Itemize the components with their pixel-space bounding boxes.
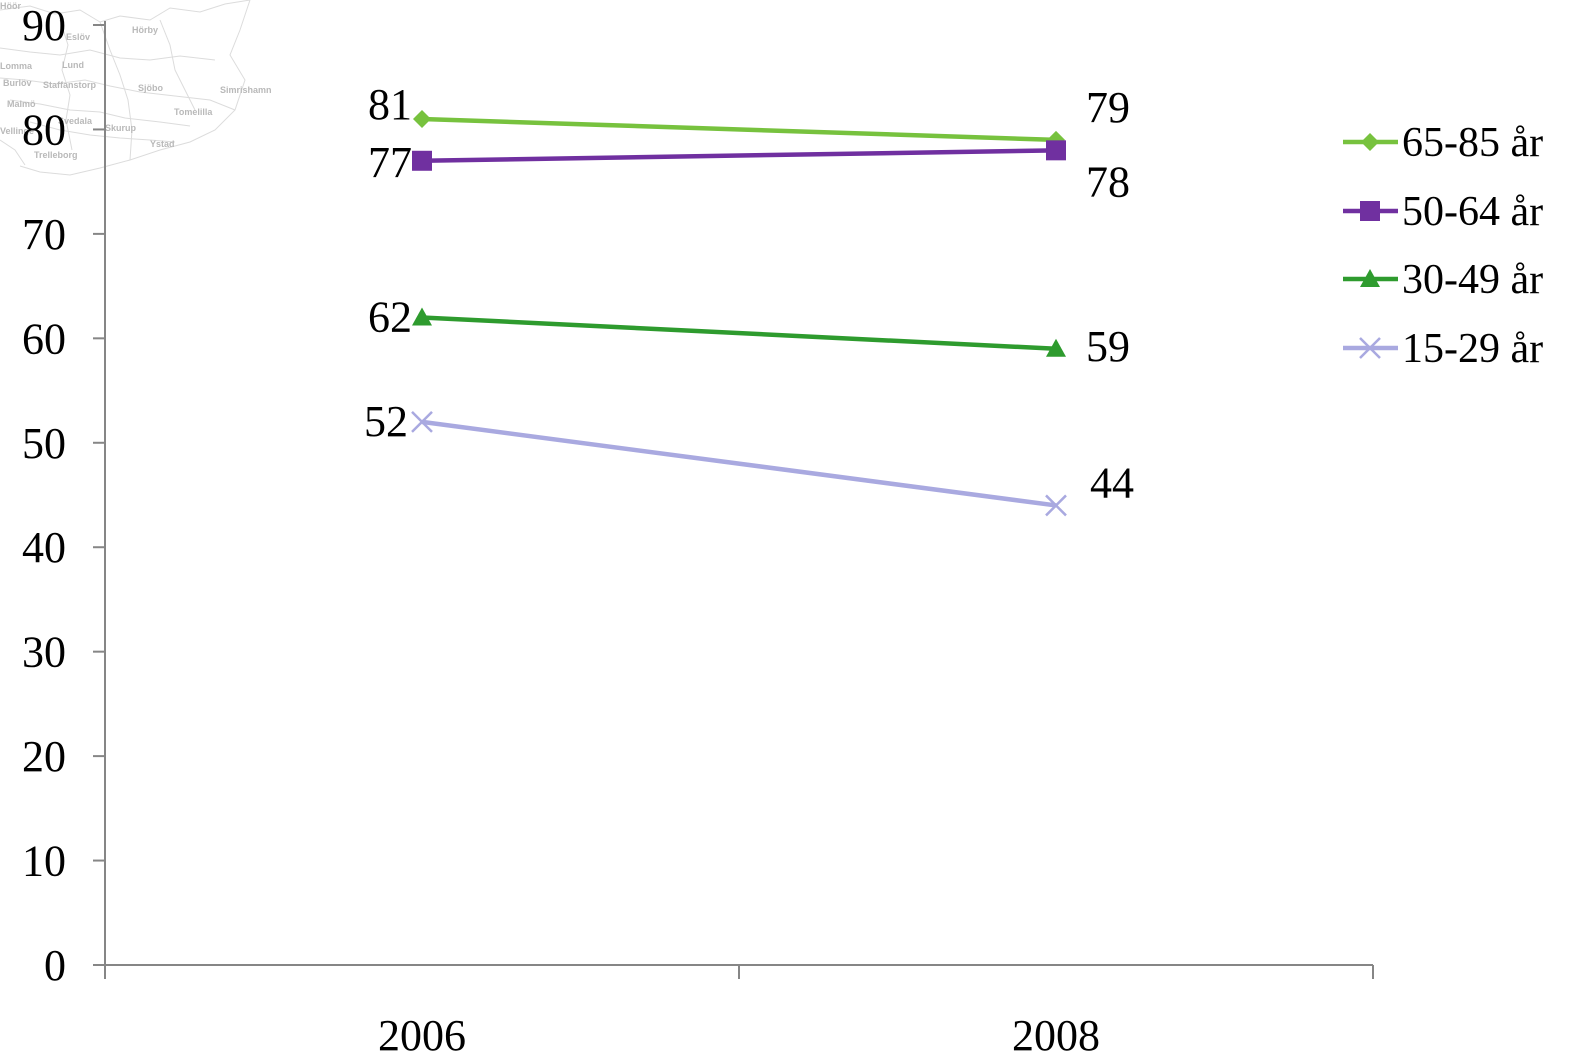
data-label: 77 xyxy=(368,138,412,187)
map-place-label: Lund xyxy=(62,60,84,70)
series-line xyxy=(421,148,1057,164)
y-tick-label: 40 xyxy=(22,523,66,572)
map-place-label: Höör xyxy=(0,1,21,11)
map-place-label: Ystad xyxy=(150,139,175,149)
map-place-label: Simrishamn xyxy=(220,85,272,95)
map-place-label: Hörby xyxy=(132,25,158,35)
data-label: 44 xyxy=(1090,458,1134,507)
data-point xyxy=(411,411,433,433)
legend-item: 65-85 år xyxy=(1343,120,1543,166)
chart-axes: 0 10 20 30 40 50 60 70 80 90 2006 2008 xyxy=(22,1,1374,1060)
legend-label: 15-29 år xyxy=(1402,326,1543,372)
legend-marker xyxy=(1359,337,1381,359)
y-tick-label: 20 xyxy=(22,732,66,781)
legend-item: 15-29 år xyxy=(1343,326,1543,372)
y-tick-label: 0 xyxy=(44,941,66,990)
x-tick-label: 2008 xyxy=(1012,1011,1100,1060)
data-label: 52 xyxy=(364,397,408,446)
data-label: 79 xyxy=(1086,83,1130,132)
map-place-label: Svedala xyxy=(58,116,93,126)
y-tick-label: 10 xyxy=(22,837,66,886)
map-border xyxy=(0,77,236,111)
y-tick-label: 70 xyxy=(22,210,66,259)
y-tick-label: 90 xyxy=(22,1,66,50)
map-border xyxy=(0,139,26,166)
x-tick-label: 2006 xyxy=(378,1011,466,1060)
map-place-label: Sjöbo xyxy=(138,83,163,93)
series-50-64-r xyxy=(412,140,1066,171)
data-point xyxy=(1046,338,1066,357)
data-label: 59 xyxy=(1086,322,1130,371)
data-point xyxy=(412,307,432,326)
map-border xyxy=(159,19,196,111)
y-tick-label: 50 xyxy=(22,419,66,468)
map-place-label: Eslöv xyxy=(66,32,90,42)
map-watermark: Höör Hörby Eslöv Lomma Lund Burlöv Staffanstor… xyxy=(0,0,272,176)
series-line xyxy=(421,315,1057,352)
y-tick-label: 80 xyxy=(22,105,66,154)
map-border xyxy=(0,0,251,23)
map-place-label: Vellinge xyxy=(0,126,34,136)
legend-label: 65-85 år xyxy=(1402,120,1543,166)
legend-item: 30-49 år xyxy=(1343,257,1543,303)
map-place-label: Tomelilla xyxy=(174,107,213,117)
map-place-label: Skurup xyxy=(105,123,137,133)
legend-label: 50-64 år xyxy=(1402,189,1543,235)
legend-label: 30-49 år xyxy=(1402,257,1543,303)
map-place-label: Malmö xyxy=(7,99,36,109)
legend-marker xyxy=(1361,133,1379,151)
map-border xyxy=(9,99,191,127)
map-place-label: Lomma xyxy=(0,61,33,71)
map-place-label: Burlöv xyxy=(3,78,32,88)
series-65-85-r xyxy=(413,110,1065,149)
y-tick-label: 60 xyxy=(22,314,66,363)
series-15-29-r xyxy=(411,411,1067,517)
series-30-49-r xyxy=(412,307,1066,357)
map-place-label: Staffanstorp xyxy=(43,80,97,90)
data-label: 81 xyxy=(368,80,412,129)
legend: 65-85 år 50-64 år 30-49 år 15-29 år xyxy=(1343,120,1543,372)
map-border xyxy=(99,21,133,161)
data-labels: 81 79 77 78 62 59 52 44 xyxy=(364,80,1134,507)
series-line xyxy=(421,419,1057,508)
data-point xyxy=(1045,494,1067,517)
legend-marker xyxy=(1360,269,1380,287)
map-place-label: Trelleborg xyxy=(34,150,78,160)
data-label: 78 xyxy=(1086,157,1130,206)
series-line xyxy=(421,116,1057,143)
data-point xyxy=(413,110,431,128)
data-point xyxy=(1046,140,1066,161)
series-layer xyxy=(411,110,1067,517)
y-tick-label: 30 xyxy=(22,628,66,677)
legend-marker xyxy=(1360,201,1380,221)
data-label: 62 xyxy=(368,292,412,341)
data-point xyxy=(412,150,432,171)
legend-item: 50-64 år xyxy=(1343,189,1543,235)
map-border xyxy=(19,0,251,176)
